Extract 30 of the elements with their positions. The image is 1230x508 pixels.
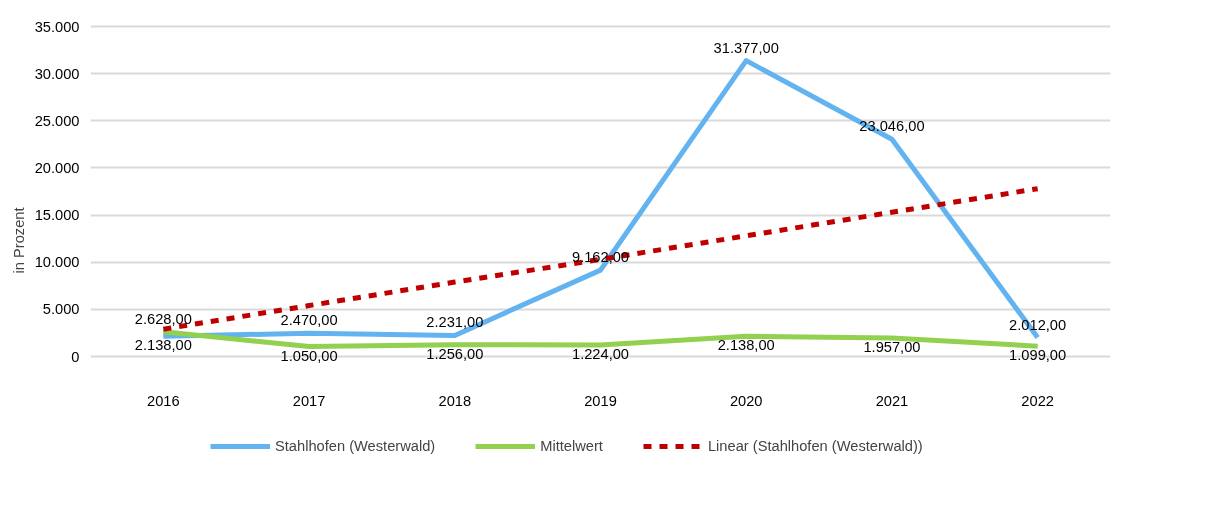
y-tick-label: 0	[71, 348, 80, 365]
x-tick-label: 2021	[875, 392, 909, 409]
data-label: 2.628,00	[134, 310, 192, 327]
data-label: 2.138,00	[717, 337, 775, 354]
data-label: 1.224,00	[571, 345, 630, 362]
x-tick-label: 2017	[292, 392, 326, 409]
x-tick-label: 2019	[584, 392, 617, 409]
y-tick-label: 30.000	[34, 65, 80, 82]
x-tick-label: 2016	[147, 392, 180, 409]
data-label: 31.377,00	[713, 39, 779, 56]
y-tick-label: 5.000	[42, 301, 80, 318]
x-tick-label: 2020	[729, 392, 763, 409]
data-label: 1.099,00	[1009, 347, 1067, 364]
y-tick-label: 25.000	[34, 112, 80, 129]
x-tick-label: 2018	[438, 392, 472, 409]
y-tick-label: 10.000	[34, 254, 80, 271]
data-label: 2.470,00	[280, 312, 338, 329]
x-tick-label: 2022	[1021, 392, 1054, 409]
data-label: 1.050,00	[280, 347, 338, 364]
y-axis-title: in Prozent	[10, 207, 27, 274]
y-tick-label: 15.000	[34, 207, 80, 224]
y-tick-label: 35.000	[34, 18, 80, 35]
data-label: 2.231,00	[426, 314, 484, 331]
data-label: 1.256,00	[426, 345, 484, 362]
legend-label: Linear (Stahlhofen (Westerwald))	[707, 438, 923, 454]
data-label: 1.957,00	[863, 339, 921, 356]
y-tick-label: 20.000	[34, 159, 80, 176]
data-label: 2.138,00	[134, 337, 192, 354]
legend-label: Stahlhofen (Westerwald)	[275, 438, 436, 454]
legend-label: Mittelwert	[540, 438, 603, 454]
